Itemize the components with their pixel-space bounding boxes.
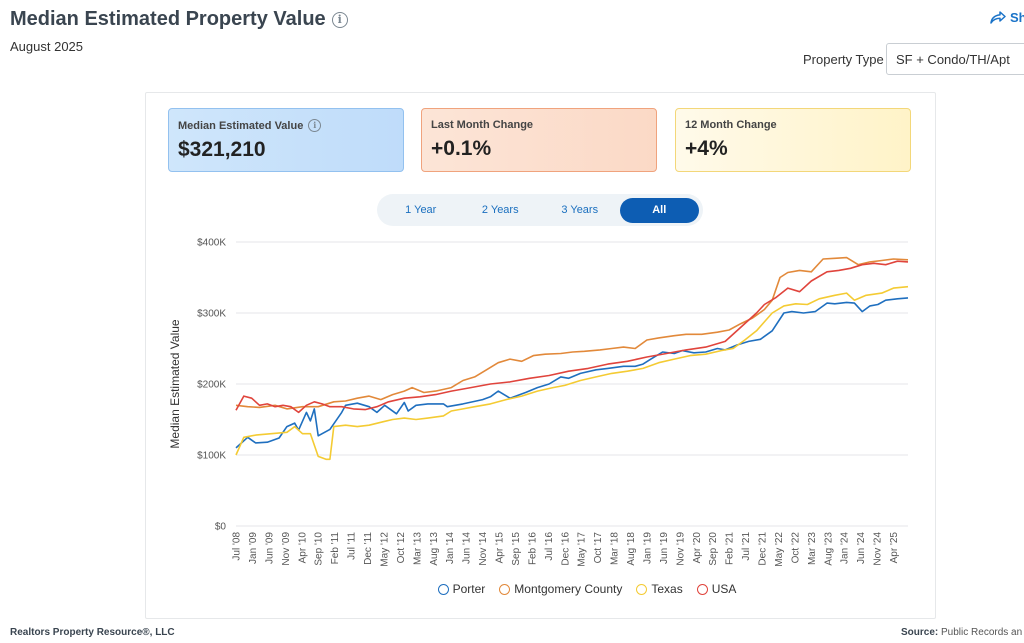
legend-item-porter[interactable]: Porter	[437, 582, 486, 596]
x-tick-label: Dec '21	[758, 532, 769, 566]
y-tick-label: $300K	[197, 309, 226, 320]
kpi-label: Last Month Change	[431, 119, 534, 131]
range-1-year-button[interactable]: 1 Year	[405, 203, 437, 216]
legend-marker	[437, 583, 449, 595]
series-line-montgomery-county	[235, 256, 909, 410]
x-tick-label: Apr '20	[692, 532, 703, 564]
x-tick-label: Apr '25	[889, 532, 900, 564]
y-axis-title: Median Estimated Value	[168, 319, 182, 449]
x-tick-label: Nov '14	[478, 532, 489, 566]
legend-label: Porter	[452, 582, 486, 596]
report-date: August 2025	[10, 39, 84, 54]
chart-legend: Porter Montgomery County Texas USA	[0, 582, 1024, 596]
x-tick-label: Apr '10	[297, 532, 308, 564]
x-tick-label: Jan '24	[840, 532, 851, 564]
x-tick-label: Feb '16	[527, 532, 538, 565]
x-tick-label: Mar '18	[610, 532, 621, 565]
series-line-texas	[235, 285, 909, 461]
legend-marker	[636, 583, 648, 595]
range-3-years-button[interactable]: 3 Years	[561, 203, 599, 216]
x-tick-label: Dec '11	[363, 532, 374, 565]
x-tick-label: Nov '09	[281, 532, 292, 566]
x-tick-label: Feb '11	[330, 532, 341, 565]
series-line-porter	[235, 297, 909, 449]
x-tick-label: May '17	[577, 532, 588, 567]
kpi-label: 12 Month Change	[685, 119, 777, 131]
footer-copyright: Realtors Property Resource®, LLC	[10, 627, 175, 638]
series-line-usa	[235, 260, 909, 414]
legend-item-montgomery-county[interactable]: Montgomery County	[499, 582, 622, 596]
legend-label: Montgomery County	[514, 582, 623, 596]
y-tick-label: $0	[215, 522, 227, 533]
x-tick-label: Jul '21	[741, 532, 752, 561]
legend-item-usa[interactable]: USA	[696, 582, 737, 596]
x-tick-label: Sep '20	[708, 532, 719, 566]
x-tick-label: May '12	[379, 532, 390, 567]
x-tick-label: Jun '19	[659, 532, 670, 564]
info-icon[interactable]: i	[331, 11, 348, 28]
kpi-label: Median Estimated Value	[178, 119, 304, 132]
x-tick-label: Jun '09	[264, 532, 275, 564]
x-tick-label: Jul '08	[232, 532, 243, 561]
page-title: Median Estimated Property Value i	[10, 8, 348, 31]
x-tick-label: Aug '13	[429, 532, 440, 566]
x-tick-label: Jul '11	[347, 532, 358, 560]
x-tick-label: May '22	[774, 532, 785, 567]
legend-label: USA	[711, 582, 737, 596]
x-tick-label: Jul '16	[544, 532, 555, 561]
page-title-text: Median Estimated Property Value	[10, 8, 326, 30]
y-tick-label: $400K	[197, 238, 226, 249]
kpi-12-month-change: 12 Month Change +4%	[675, 108, 911, 172]
x-tick-label: Jan '09	[248, 532, 259, 564]
kpi-last-month-change: Last Month Change +0.1%	[421, 108, 657, 172]
x-tick-label: Sep '10	[314, 532, 325, 566]
source-text: Public Records an	[941, 627, 1023, 638]
y-tick-label: $200K	[197, 380, 226, 391]
property-type-select[interactable]: SF + Condo/TH/Apt	[886, 43, 1024, 75]
x-tick-label: Mar '13	[412, 532, 423, 565]
legend-marker	[696, 583, 708, 595]
kpi-value: $321,210	[178, 138, 266, 161]
info-icon[interactable]: i	[308, 119, 322, 132]
footer-source: Source: Public Records an	[901, 627, 1022, 638]
kpi-value: +0.1%	[431, 137, 492, 160]
x-tick-label: Dec '16	[560, 532, 571, 566]
kpi-median-value: Median Estimated Value i $321,210	[168, 108, 404, 172]
y-tick-label: $100K	[197, 451, 226, 462]
x-tick-label: Apr '15	[495, 532, 506, 564]
x-tick-label: Jan '19	[642, 532, 653, 564]
share-label: Sh	[1010, 10, 1024, 25]
time-range-toggle: 1 Year 2 Years 3 Years All	[377, 194, 703, 226]
x-tick-label: Aug '23	[823, 532, 834, 566]
legend-label: Texas	[651, 582, 683, 596]
x-tick-label: Jun '24	[856, 532, 867, 564]
x-tick-label: Oct '17	[593, 532, 604, 564]
share-button[interactable]: Sh	[990, 10, 1024, 25]
share-icon	[990, 10, 1006, 24]
x-tick-label: Sep '15	[511, 532, 522, 566]
x-tick-label: Jun '14	[462, 532, 473, 564]
x-tick-label: Feb '21	[725, 532, 736, 565]
x-tick-label: Oct '12	[396, 532, 407, 564]
x-tick-label: Nov '24	[873, 532, 884, 566]
x-tick-label: Mar '23	[807, 532, 818, 565]
property-type-label: Property Type	[803, 52, 884, 67]
x-tick-label: Aug '18	[626, 532, 637, 566]
source-label: Source:	[901, 627, 939, 638]
range-2-years-button[interactable]: 2 Years	[481, 203, 519, 216]
legend-item-texas[interactable]: Texas	[636, 582, 683, 596]
x-tick-label: Oct '22	[790, 532, 801, 564]
kpi-value: +4%	[685, 137, 728, 160]
legend-marker	[499, 583, 511, 595]
x-tick-label: Jan '14	[445, 532, 456, 564]
range-all-button[interactable]: All	[619, 197, 699, 223]
x-tick-label: Nov '19	[675, 532, 686, 566]
